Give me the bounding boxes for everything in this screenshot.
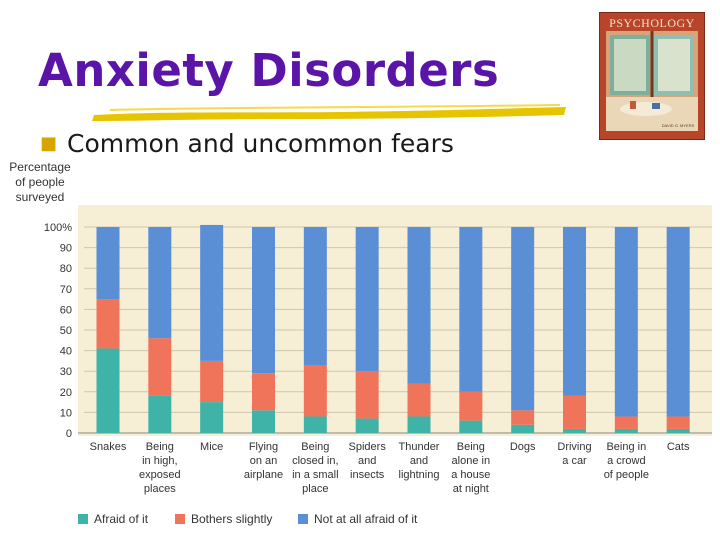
y-axis-title-line: of people	[15, 175, 65, 189]
bar-segment	[200, 360, 224, 403]
bar-segment	[511, 227, 535, 411]
bar-segment	[355, 371, 379, 419]
bar-segment	[666, 227, 690, 417]
y-tick-label: 70	[60, 284, 72, 296]
bar-segment	[252, 373, 275, 411]
y-tick-label: 30	[60, 366, 72, 378]
bar-segment	[666, 416, 690, 429]
x-tick-label: Mice	[200, 441, 223, 453]
bar-segment	[614, 416, 638, 429]
legend-label: Afraid of it	[94, 512, 149, 526]
slide-title: Anxiety Disorders	[38, 44, 500, 97]
x-tick-label: Driving a car	[557, 441, 591, 467]
bar-segment	[407, 383, 431, 417]
bar-segment	[563, 395, 586, 429]
textbook-cover-image: PSYCHOLOGY DAVID G. MYERS	[599, 12, 705, 140]
y-tick-label: 0	[66, 428, 72, 440]
bar-segment	[252, 410, 275, 433]
y-axis-title-line: Percentage	[9, 160, 71, 174]
y-tick-label: 10	[60, 407, 72, 419]
x-tick-label: Cats	[667, 441, 690, 453]
y-tick-label: 20	[60, 387, 72, 399]
bar-segment	[96, 299, 120, 349]
bar-segment	[200, 402, 224, 433]
book-author-text: DAVID G. MYERS	[662, 123, 695, 128]
bar-segment	[563, 227, 586, 396]
y-tick-label: 80	[60, 263, 72, 275]
bar-segment	[303, 227, 327, 366]
y-axis-title-line: surveyed	[15, 190, 65, 204]
bar-segment	[614, 428, 638, 433]
y-tick-label: 50	[60, 325, 72, 337]
bar-segment	[96, 227, 120, 300]
x-tick-label: Dogs	[510, 441, 536, 453]
y-tick-label: 60	[60, 304, 72, 316]
bar-segment	[666, 428, 690, 433]
bar-segment	[459, 227, 483, 392]
x-tick-label: Being closed in, in a small place	[292, 441, 338, 495]
y-axis-title: Percentage of people surveyed	[4, 160, 76, 205]
bar-segment	[200, 224, 224, 361]
bar-segment	[96, 348, 120, 433]
bar-segment	[355, 418, 379, 433]
x-tick-label: Thunder and lightning	[399, 441, 440, 481]
bar-segment	[355, 227, 379, 372]
bar-segment	[459, 420, 483, 433]
title-underline-decoration	[92, 104, 566, 121]
bar-segment	[614, 227, 638, 417]
bar-segment	[148, 227, 172, 339]
bar-segment	[303, 365, 327, 417]
y-tick-label: 100%	[44, 222, 72, 234]
legend-item-afraid: Afraid of it	[78, 512, 148, 526]
bar-segment	[459, 391, 483, 421]
book-title-text: PSYCHOLOGY	[609, 16, 695, 30]
bar-segment	[407, 416, 431, 433]
bullet-text: Common and uncommon fears	[67, 129, 454, 158]
bar-segment	[303, 416, 327, 433]
bar-segment	[148, 338, 172, 396]
legend-swatch	[298, 514, 308, 524]
legend-item-not-afraid: Not at all afraid of it	[298, 512, 417, 526]
x-tick-label: Spiders and insects	[349, 441, 387, 481]
y-tick-label: 90	[60, 243, 72, 255]
legend-label: Bothers slightly	[191, 512, 273, 526]
bullet-marker-icon: ■	[40, 133, 58, 154]
bar-segment	[511, 410, 535, 425]
x-tick-label: Being in a crowd of people	[604, 441, 649, 481]
bullet-item: ■ Common and uncommon fears	[40, 129, 454, 158]
bar-segment	[148, 395, 172, 433]
bar-segment	[511, 424, 535, 433]
x-tick-label: Flying on an airplane	[244, 441, 283, 481]
bar-segment	[252, 227, 275, 374]
bar-segment	[407, 227, 431, 384]
legend-item-bothers: Bothers slightly	[175, 512, 272, 526]
x-tick-label: Being alone in a house at night	[451, 441, 490, 495]
legend-swatch	[175, 514, 185, 524]
legend-label: Not at all afraid of it	[314, 512, 418, 526]
bar-segment	[563, 428, 586, 433]
y-tick-label: 40	[60, 346, 72, 358]
x-tick-label: Being in high, exposed places	[139, 441, 181, 495]
x-tick-label: Snakes	[90, 441, 127, 453]
legend-swatch	[78, 514, 88, 524]
plot-area	[78, 205, 712, 436]
